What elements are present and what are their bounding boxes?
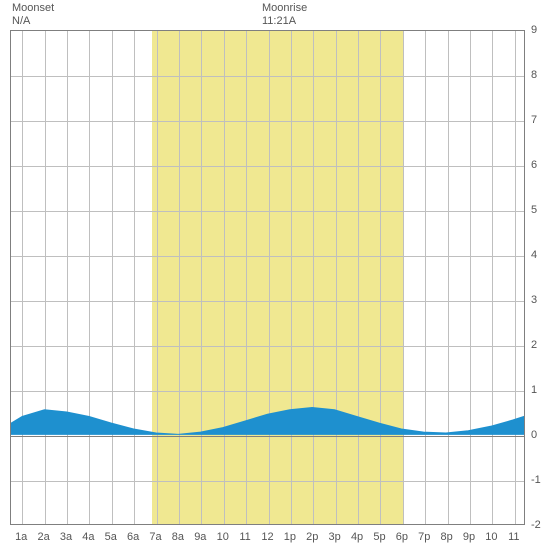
x-tick-label: 8p [441, 531, 453, 543]
y-tick-label: 4 [531, 249, 537, 261]
x-tick-label: 11 [239, 531, 250, 543]
x-tick-label: 4a [82, 531, 94, 543]
y-tick-label: 9 [531, 24, 537, 36]
x-tick-label: 7p [418, 531, 430, 543]
x-tick-label: 2p [306, 531, 318, 543]
x-tick-label: 2a [37, 531, 49, 543]
x-tick-label: 5a [105, 531, 117, 543]
chart-container: MoonsetN/AMoonrise11:21A -2-10123456789 … [0, 0, 550, 550]
x-tick-label: 11 [508, 531, 519, 543]
x-tick-label: 10 [217, 531, 229, 543]
y-tick-label: 7 [531, 114, 537, 126]
y-tick-label: 2 [531, 339, 537, 351]
x-tick-label: 9a [194, 531, 206, 543]
moonset-value: N/A [12, 15, 30, 28]
y-tick-label: 3 [531, 294, 537, 306]
x-tick-label: 3a [60, 531, 72, 543]
x-tick-label: 9p [463, 531, 475, 543]
x-tick-label: 7a [149, 531, 161, 543]
x-tick-label: 1p [284, 531, 296, 543]
tide-area-series [11, 31, 524, 524]
x-tick-label: 10 [485, 531, 497, 543]
y-tick-label: 0 [531, 429, 537, 441]
x-tick-label: 8a [172, 531, 184, 543]
y-tick-label: 8 [531, 69, 537, 81]
x-tick-label: 12 [261, 531, 273, 543]
x-tick-label: 4p [351, 531, 363, 543]
x-tick-label: 1a [15, 531, 27, 543]
x-tick-label: 6a [127, 531, 139, 543]
y-tick-label: 6 [531, 159, 537, 171]
y-tick-label: 1 [531, 384, 537, 396]
y-tick-label: -1 [531, 474, 541, 486]
y-tick-label: 5 [531, 204, 537, 216]
x-tick-label: 3p [329, 531, 341, 543]
x-tick-label: 5p [373, 531, 385, 543]
moonrise-value: 11:21A [262, 15, 296, 28]
x-tick-label: 6p [396, 531, 408, 543]
moonrise-label: Moonrise [262, 2, 307, 15]
moonset-label: Moonset [12, 2, 54, 15]
y-tick-label: -2 [531, 519, 541, 531]
plot-area [10, 30, 525, 525]
